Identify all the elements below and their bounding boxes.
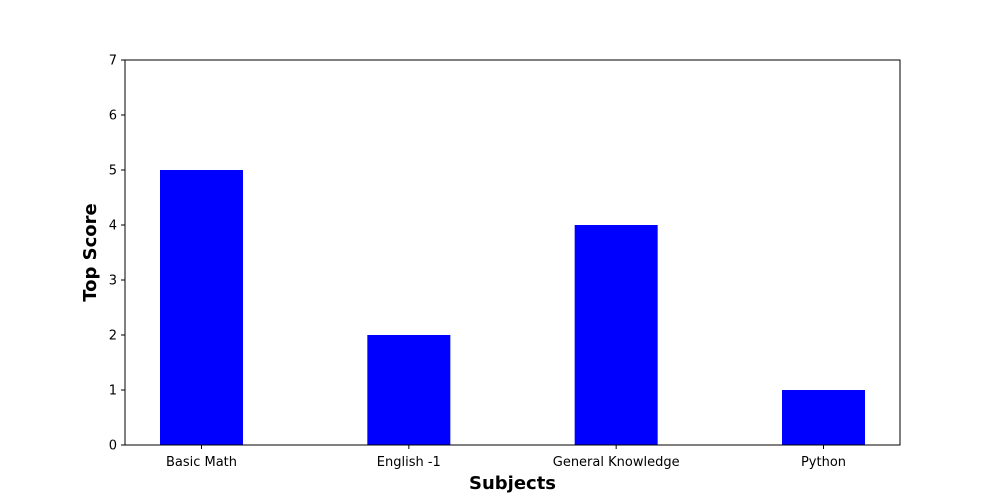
x-tick-label: Basic Math	[166, 455, 237, 470]
y-tick-label: 2	[109, 329, 117, 344]
plot-area-frame	[124, 59, 901, 446]
x-tick-label: General Knowledge	[553, 455, 680, 470]
y-tick-label: 5	[109, 164, 117, 179]
y-axis-title: Top Score	[80, 203, 101, 302]
y-tick-label: 6	[109, 109, 117, 124]
bar	[160, 170, 243, 445]
x-axis: Basic Math English -1 General Knowledge Pyt…	[166, 445, 846, 470]
bar	[782, 390, 865, 445]
x-axis-title: Subjects	[469, 473, 556, 494]
bar	[367, 335, 451, 445]
x-tick-label: English -1	[377, 455, 441, 470]
y-tick-label: 3	[109, 274, 117, 289]
y-tick-label: 1	[109, 384, 117, 399]
x-tick-label: Python	[801, 455, 846, 470]
y-tick-label: 4	[109, 219, 117, 234]
y-tick-label: 7	[109, 54, 117, 69]
bar	[574, 225, 658, 445]
bars-layer	[160, 170, 865, 445]
y-axis: 0 1 2 3 4 5 6 7	[109, 54, 125, 454]
y-tick-label: 0	[109, 439, 117, 454]
